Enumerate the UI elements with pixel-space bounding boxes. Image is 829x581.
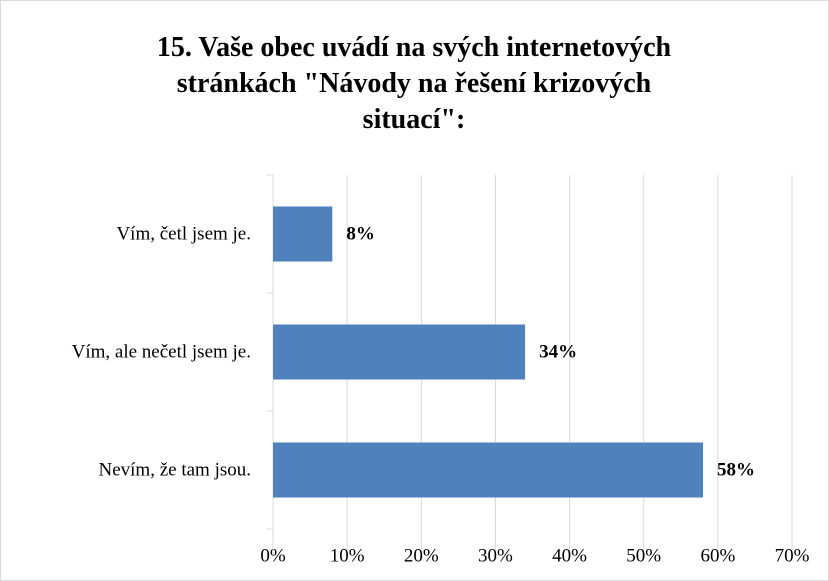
data-label: 8% (346, 223, 375, 244)
x-tick-label: 0% (260, 545, 286, 566)
y-tick-label: Vím, četl jsem je. (116, 223, 251, 244)
x-tick-label: 60% (700, 545, 735, 566)
x-tick-label: 30% (478, 545, 513, 566)
x-tick-label: 20% (404, 545, 439, 566)
x-tick-label: 10% (330, 545, 365, 566)
y-tick-label: Nevím, že tam jsou. (99, 459, 252, 480)
bar (273, 442, 704, 498)
y-tick-label: Vím, ale nečetl jsem je. (72, 341, 251, 362)
chart-title: 15. Vaše obec uvádí na svých internetový… (156, 32, 672, 135)
bar (273, 324, 526, 380)
x-tick-label: 70% (775, 545, 810, 566)
bar (273, 206, 333, 262)
x-tick-label: 40% (552, 545, 587, 566)
data-label: 58% (717, 459, 755, 480)
x-tick-label: 50% (626, 545, 661, 566)
data-label: 34% (539, 341, 577, 362)
